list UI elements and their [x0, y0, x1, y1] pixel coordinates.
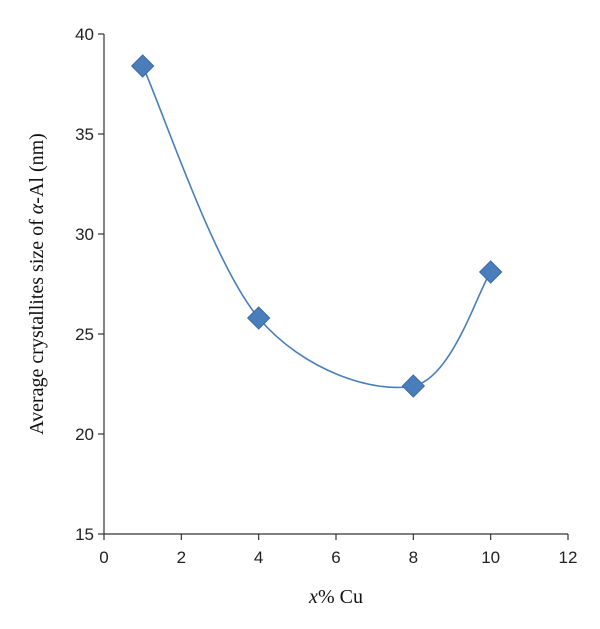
- x-tick-label: 2: [177, 548, 186, 567]
- y-tick-label: 35: [75, 125, 94, 144]
- y-axis-ticks: 15 20 25 30 35 40: [75, 25, 104, 544]
- x-tick-label: 10: [481, 548, 500, 567]
- data-point-marker: [401, 374, 426, 398]
- x-tick-label: 4: [254, 548, 263, 567]
- series-markers: [130, 54, 503, 398]
- y-axis-title-alpha: α: [26, 203, 48, 214]
- y-axis-title-text: Average crystallites size of: [26, 214, 48, 435]
- x-axis-ticks: 0 2 4 6 8 10 12: [99, 534, 577, 567]
- data-point-marker: [478, 260, 503, 284]
- y-axis-title: Average crystallites size of α-Al (nm): [26, 133, 48, 435]
- y-tick-label: 20: [75, 425, 94, 444]
- x-tick-label: 8: [409, 548, 418, 567]
- data-point-marker: [130, 54, 155, 78]
- x-tick-label: 6: [331, 548, 340, 567]
- y-tick-label: 15: [75, 525, 94, 544]
- x-axis-title-variable: x: [308, 586, 318, 608]
- y-tick-label: 40: [75, 25, 94, 44]
- x-tick-label: 0: [99, 548, 108, 567]
- x-tick-label: 12: [559, 548, 578, 567]
- axes: [103, 34, 568, 535]
- series-smooth-line: [141, 65, 492, 389]
- data-point-marker: [246, 306, 271, 330]
- x-axis-title: x% Cu: [308, 586, 363, 608]
- y-axis-title-unit: -Al (nm): [26, 133, 48, 204]
- y-tick-label: 30: [75, 225, 94, 244]
- y-tick-label: 25: [75, 325, 94, 344]
- x-axis-title-text: % Cu: [318, 586, 363, 608]
